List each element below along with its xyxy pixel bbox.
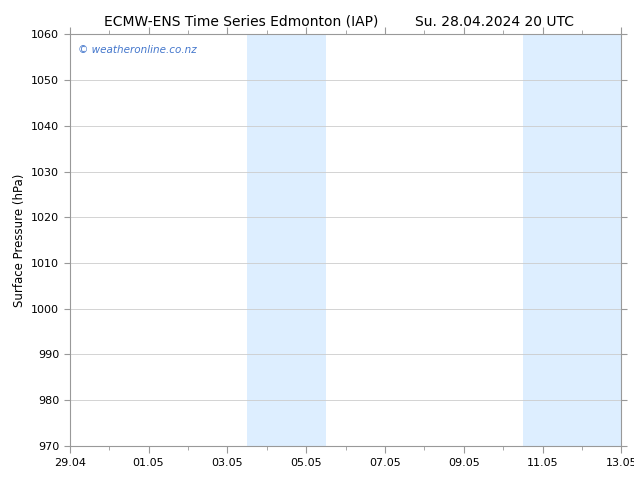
Text: ECMW-ENS Time Series Edmonton (IAP): ECMW-ENS Time Series Edmonton (IAP) [104, 15, 378, 29]
Bar [247, 34, 326, 446]
Text: © weatheronline.co.nz: © weatheronline.co.nz [78, 45, 197, 54]
Y-axis label: Surface Pressure (hPa): Surface Pressure (hPa) [13, 173, 25, 307]
Text: Su. 28.04.2024 20 UTC: Su. 28.04.2024 20 UTC [415, 15, 574, 29]
Bar [523, 34, 621, 446]
